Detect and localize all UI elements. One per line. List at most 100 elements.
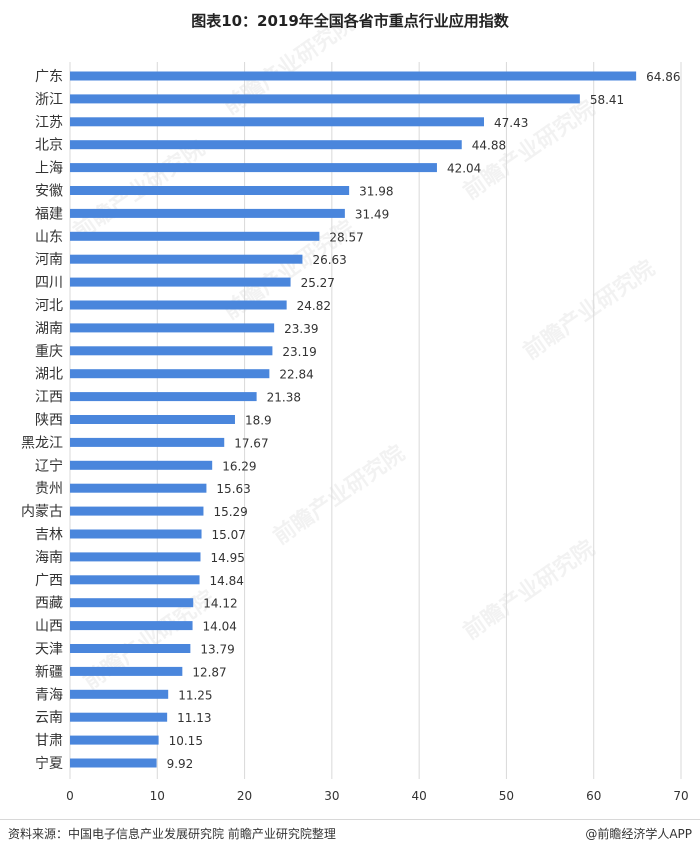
- value-label: 42.04: [447, 162, 481, 176]
- x-tick-label: 70: [673, 789, 688, 803]
- value-label: 12.87: [192, 665, 226, 679]
- category-labels: 广东浙江江苏北京上海安徽福建山东河南四川河北湖南重庆湖北江西陕西黑龙江辽宁贵州内…: [21, 69, 63, 772]
- category-label: 山东: [35, 229, 63, 245]
- category-label: 上海: [35, 161, 63, 177]
- bar: [70, 735, 159, 745]
- bar: [70, 254, 303, 264]
- bar: [70, 392, 257, 402]
- category-label: 江西: [35, 390, 63, 406]
- value-label: 58.41: [590, 93, 624, 107]
- value-label: 15.63: [216, 482, 250, 496]
- x-tick-label: 0: [66, 789, 74, 803]
- watermark-text: 前瞻产业研究院: [459, 535, 600, 645]
- category-label: 甘肃: [35, 733, 63, 749]
- category-label: 海南: [35, 550, 63, 566]
- category-label: 江苏: [35, 115, 63, 131]
- category-label: 福建: [35, 206, 63, 222]
- bar: [70, 552, 201, 562]
- category-label: 湖南: [35, 321, 63, 337]
- watermark-text: 前瞻产业研究院: [219, 10, 360, 120]
- value-label: 14.04: [203, 620, 237, 634]
- value-label: 26.63: [312, 253, 346, 267]
- category-label: 辽宁: [35, 457, 63, 474]
- category-label: 黑龙江: [21, 435, 63, 451]
- value-label: 22.84: [279, 368, 313, 382]
- bar: [70, 644, 191, 653]
- category-label: 新疆: [35, 664, 63, 680]
- bar: [70, 483, 207, 493]
- category-label: 浙江: [35, 92, 63, 108]
- category-label: 河南: [35, 252, 63, 268]
- source-note: 资料来源：中国电子信息产业发展研究院 前瞻产业研究院整理: [8, 827, 336, 841]
- category-label: 陕西: [35, 413, 63, 429]
- watermark-text: 前瞻产业研究院: [269, 440, 410, 550]
- bar: [70, 323, 275, 333]
- value-label: 21.38: [267, 391, 301, 405]
- bar: [70, 71, 637, 81]
- x-tick-label: 20: [237, 789, 252, 803]
- category-label: 西藏: [35, 596, 63, 612]
- bar: [70, 231, 320, 241]
- value-label: 44.88: [472, 139, 506, 153]
- x-tick-label: 40: [412, 789, 427, 803]
- value-label: 9.92: [167, 757, 194, 771]
- bars: [70, 71, 637, 768]
- category-label: 内蒙古: [21, 504, 63, 520]
- bar: [70, 437, 225, 447]
- chart-title: 图表10：2019年全国各省市重点行业应用指数: [191, 12, 509, 30]
- bar: [70, 277, 291, 287]
- category-label: 河北: [35, 298, 63, 314]
- category-label: 山西: [35, 619, 63, 635]
- bar: [70, 689, 169, 699]
- bar: [70, 208, 345, 218]
- value-label: 47.43: [494, 116, 528, 130]
- category-label: 广东: [35, 69, 63, 85]
- bar: [70, 598, 194, 608]
- footer-divider: [0, 819, 700, 820]
- category-label: 广西: [35, 573, 63, 589]
- value-label: 31.98: [359, 185, 393, 199]
- bar: [70, 369, 270, 379]
- x-tick-label: 30: [324, 789, 339, 803]
- bar: [70, 575, 200, 585]
- value-label: 23.19: [282, 345, 316, 359]
- value-label: 14.12: [203, 597, 237, 611]
- bar: [70, 460, 213, 470]
- value-label: 14.84: [210, 574, 244, 588]
- x-tick-label: 10: [150, 789, 165, 803]
- value-label: 23.39: [284, 322, 318, 336]
- category-label: 湖北: [35, 367, 63, 383]
- watermark-text: 前瞻产业研究院: [519, 255, 660, 365]
- value-label: 11.25: [178, 688, 212, 702]
- bar: [70, 163, 437, 173]
- category-label: 安徽: [35, 184, 63, 200]
- category-label: 贵州: [35, 481, 63, 497]
- value-label: 15.07: [212, 528, 246, 542]
- bar: [70, 186, 350, 195]
- value-label: 16.29: [222, 459, 256, 473]
- value-label: 18.9: [245, 414, 272, 428]
- x-tick-label: 50: [499, 789, 514, 803]
- bar: [70, 94, 580, 104]
- value-label: 11.13: [177, 711, 211, 725]
- bar: [70, 666, 183, 676]
- value-label: 10.15: [169, 734, 203, 748]
- category-label: 青海: [35, 687, 63, 703]
- value-label: 64.86: [646, 70, 680, 84]
- value-label: 17.67: [234, 436, 268, 450]
- bar: [70, 506, 204, 516]
- category-label: 天津: [35, 642, 63, 658]
- bar: [70, 621, 193, 631]
- category-label: 北京: [35, 138, 63, 154]
- category-label: 重庆: [35, 344, 63, 360]
- value-label: 24.82: [297, 299, 331, 313]
- bar: [70, 300, 287, 310]
- value-labels: 64.86 58.41 47.43 44.88 42.04 31.98 31.49 28.57…: [167, 70, 681, 771]
- value-label: 13.79: [200, 643, 234, 657]
- value-label: 31.49: [355, 207, 389, 221]
- bar: [70, 140, 462, 150]
- x-tick-label: 60: [586, 789, 601, 803]
- bar: [70, 346, 273, 356]
- value-label: 25.27: [301, 276, 335, 290]
